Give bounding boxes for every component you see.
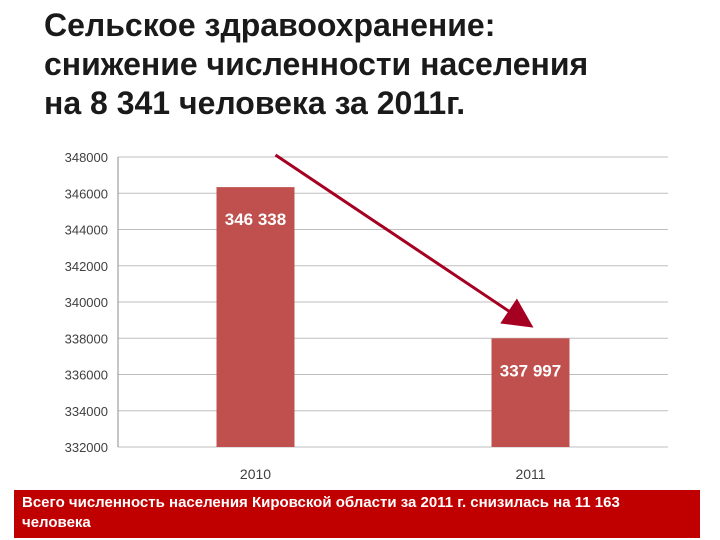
x-tick-label: 2010 bbox=[240, 466, 271, 482]
footer-note: Всего численность населения Кировской об… bbox=[14, 490, 700, 538]
title-line-2: снижение численности населения bbox=[44, 46, 589, 82]
y-tick-label: 336000 bbox=[65, 368, 108, 383]
y-tick-label: 340000 bbox=[65, 295, 108, 310]
y-tick-label: 338000 bbox=[65, 331, 108, 346]
title-line-3: на 8 341 человека за 2011г. bbox=[44, 85, 466, 121]
y-tick-label: 332000 bbox=[65, 440, 108, 455]
y-tick-label: 348000 bbox=[65, 150, 108, 165]
data-label: 346 338 bbox=[225, 210, 286, 229]
title-line-1: Сельское здравоохранение: bbox=[44, 7, 496, 43]
y-tick-label: 346000 bbox=[65, 186, 108, 201]
x-tick-label: 2011 bbox=[515, 466, 545, 482]
y-tick-label: 342000 bbox=[65, 259, 108, 274]
bar-2011 bbox=[491, 338, 570, 447]
y-tick-label: 334000 bbox=[65, 404, 108, 419]
y-tick-label: 344000 bbox=[65, 223, 108, 238]
data-label: 337 997 bbox=[500, 361, 561, 380]
slide-title: Сельское здравоохранение: снижение числе… bbox=[44, 6, 704, 123]
population-bar-chart: 332000 334000 336000 338000 340000 342000 3440… bbox=[65, 150, 668, 482]
bar-2010 bbox=[216, 187, 295, 447]
trend-arrow bbox=[274, 153, 534, 328]
